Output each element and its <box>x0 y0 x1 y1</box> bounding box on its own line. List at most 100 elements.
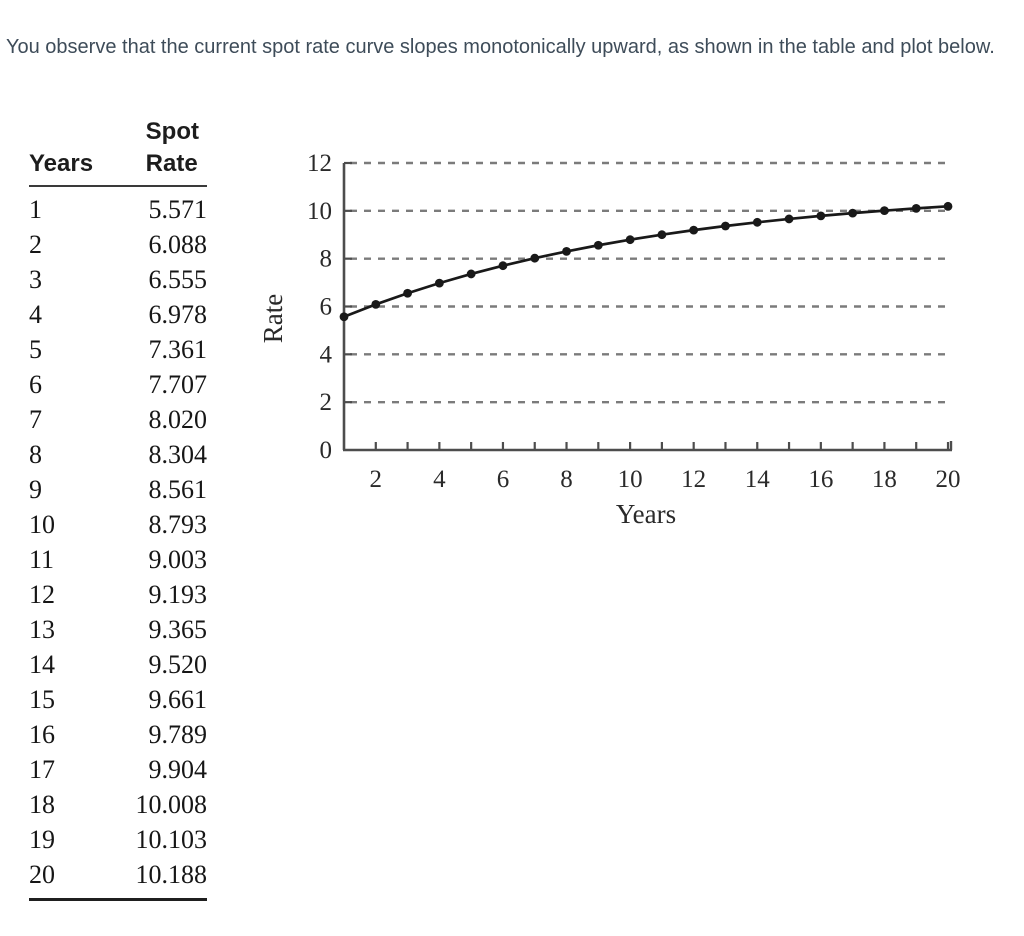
data-point-marker <box>593 240 603 250</box>
table-row: 13 9.365 <box>29 612 207 647</box>
y-tick-label: 2 <box>320 389 333 416</box>
rate-cell: 7.361 <box>148 335 208 364</box>
rate-cell: 9.904 <box>148 755 208 784</box>
data-point-marker <box>752 217 762 227</box>
year-cell: 1 <box>29 195 42 224</box>
spot-rate-plot: 0 2 4 6 8 10 12 2 4 6 8 10 12 14 16 18 20 Years Rate <box>258 150 961 529</box>
rate-cell: 6.978 <box>148 300 208 329</box>
data-point-marker <box>943 201 953 211</box>
year-cell: 18 <box>29 790 55 819</box>
intro-paragraph: You observe that the current spot rate c… <box>6 36 995 58</box>
x-tick-label: 16 <box>808 466 833 493</box>
year-cell: 4 <box>29 300 42 329</box>
data-point-marker <box>403 288 412 298</box>
rate-cell: 9.365 <box>148 615 208 644</box>
y-tick-label: 10 <box>307 198 332 225</box>
table-row: 11 9.003 <box>29 542 207 577</box>
year-cell: 9 <box>29 475 42 504</box>
rate-cell: 10.103 <box>135 825 208 854</box>
table-row: 17 9.904 <box>29 752 207 787</box>
table-row: 14 9.520 <box>29 647 207 682</box>
rate-cell: 9.661 <box>148 685 208 714</box>
rate-cell: 9.789 <box>148 720 208 749</box>
table-row: 16 9.789 <box>29 717 207 752</box>
data-point-marker <box>339 312 349 322</box>
data-point-marker <box>530 253 540 263</box>
year-cell: 13 <box>29 615 55 644</box>
year-cell: 5 <box>29 335 42 364</box>
table-row: 7 8.020 <box>29 402 207 437</box>
rate-cell: 9.193 <box>148 580 208 609</box>
table-row: 3 6.555 <box>29 262 207 297</box>
table-row: 6 7.707 <box>29 367 207 402</box>
year-cell: 8 <box>29 440 42 469</box>
table-row: 10 8.793 <box>29 507 207 542</box>
year-cell: 20 <box>29 860 55 889</box>
y-tick-label: 8 <box>320 246 333 273</box>
year-cell: 17 <box>29 755 55 784</box>
data-point-marker <box>721 221 730 231</box>
rate-cell: 10.008 <box>135 790 208 819</box>
years-column-header: Years <box>29 150 94 177</box>
y-tick-label: 12 <box>307 150 332 177</box>
year-cell: 12 <box>29 580 55 609</box>
x-tick-label: 14 <box>745 466 771 493</box>
spot-rate-header-line2: Rate <box>145 150 198 177</box>
rate-cell: 6.555 <box>148 265 208 294</box>
data-point-marker <box>848 208 858 218</box>
spot-rate-line <box>343 204 949 319</box>
rate-cell: 8.020 <box>148 405 208 434</box>
spot-rate-header-line1: Spot <box>145 118 199 145</box>
x-tick-label: 6 <box>497 466 510 493</box>
data-point-marker <box>784 214 794 224</box>
x-tick-label: 20 <box>936 466 961 493</box>
y-tick-label: 0 <box>320 437 333 464</box>
data-point-marker <box>562 246 571 256</box>
year-cell: 19 <box>29 825 55 854</box>
rate-cell: 8.793 <box>148 510 208 539</box>
data-point-marker <box>625 235 635 245</box>
rate-cell: 8.561 <box>148 475 208 504</box>
table-row: 20 10.188 <box>29 857 207 892</box>
year-cell: 6 <box>29 370 42 399</box>
rate-cell: 7.707 <box>148 370 208 399</box>
spot-rate-column-header: Spot Rate <box>146 116 199 180</box>
year-cell: 14 <box>29 650 55 679</box>
table-row: 4 6.978 <box>29 297 207 332</box>
rate-cell: 9.003 <box>148 545 208 574</box>
table-row: 1 5.571 <box>29 192 207 227</box>
data-point-marker <box>466 269 476 279</box>
table-row: 15 9.661 <box>29 682 207 717</box>
year-cell: 3 <box>29 265 42 294</box>
x-tick-label: 2 <box>370 466 383 493</box>
spot-rate-chart: 0 2 4 6 8 10 12 2 4 6 8 10 12 14 16 18 20 Years Rate <box>258 118 1024 558</box>
spot-rate-table-header: Years Spot Rate <box>29 116 207 187</box>
data-point-marker <box>657 230 667 240</box>
table-row: 5 7.361 <box>29 332 207 367</box>
table-row: 12 9.193 <box>29 577 207 612</box>
rate-cell: 5.571 <box>148 195 208 224</box>
table-row: 19 10.103 <box>29 822 207 857</box>
y-tick-label: 6 <box>320 294 333 321</box>
spot-rate-table: Years Spot Rate 1 5.571 2 6.088 3 6.555 4 6.978… <box>29 116 207 901</box>
year-cell: 15 <box>29 685 55 714</box>
rate-cell: 9.520 <box>148 650 208 679</box>
data-point-marker <box>880 206 889 216</box>
year-cell: 11 <box>29 545 55 574</box>
rate-cell: 10.188 <box>135 860 208 889</box>
year-cell: 7 <box>29 405 42 434</box>
year-cell: 2 <box>29 230 42 259</box>
table-row: 2 6.088 <box>29 227 207 262</box>
table-row: 9 8.561 <box>29 472 207 507</box>
rate-cell: 6.088 <box>148 230 208 259</box>
x-tick-label: 12 <box>681 466 706 493</box>
data-point-marker <box>434 278 444 288</box>
year-cell: 16 <box>29 720 55 749</box>
y-axis-title: Rate <box>262 294 288 343</box>
data-point-marker <box>498 261 508 271</box>
data-point-marker <box>816 211 826 221</box>
data-point-marker <box>371 299 381 309</box>
spot-rate-table-body: 1 5.571 2 6.088 3 6.555 4 6.978 5 7.361 6 7.707 7 8.0… <box>29 187 207 901</box>
y-tick-label: 4 <box>320 341 333 368</box>
x-tick-label: 4 <box>433 466 446 493</box>
